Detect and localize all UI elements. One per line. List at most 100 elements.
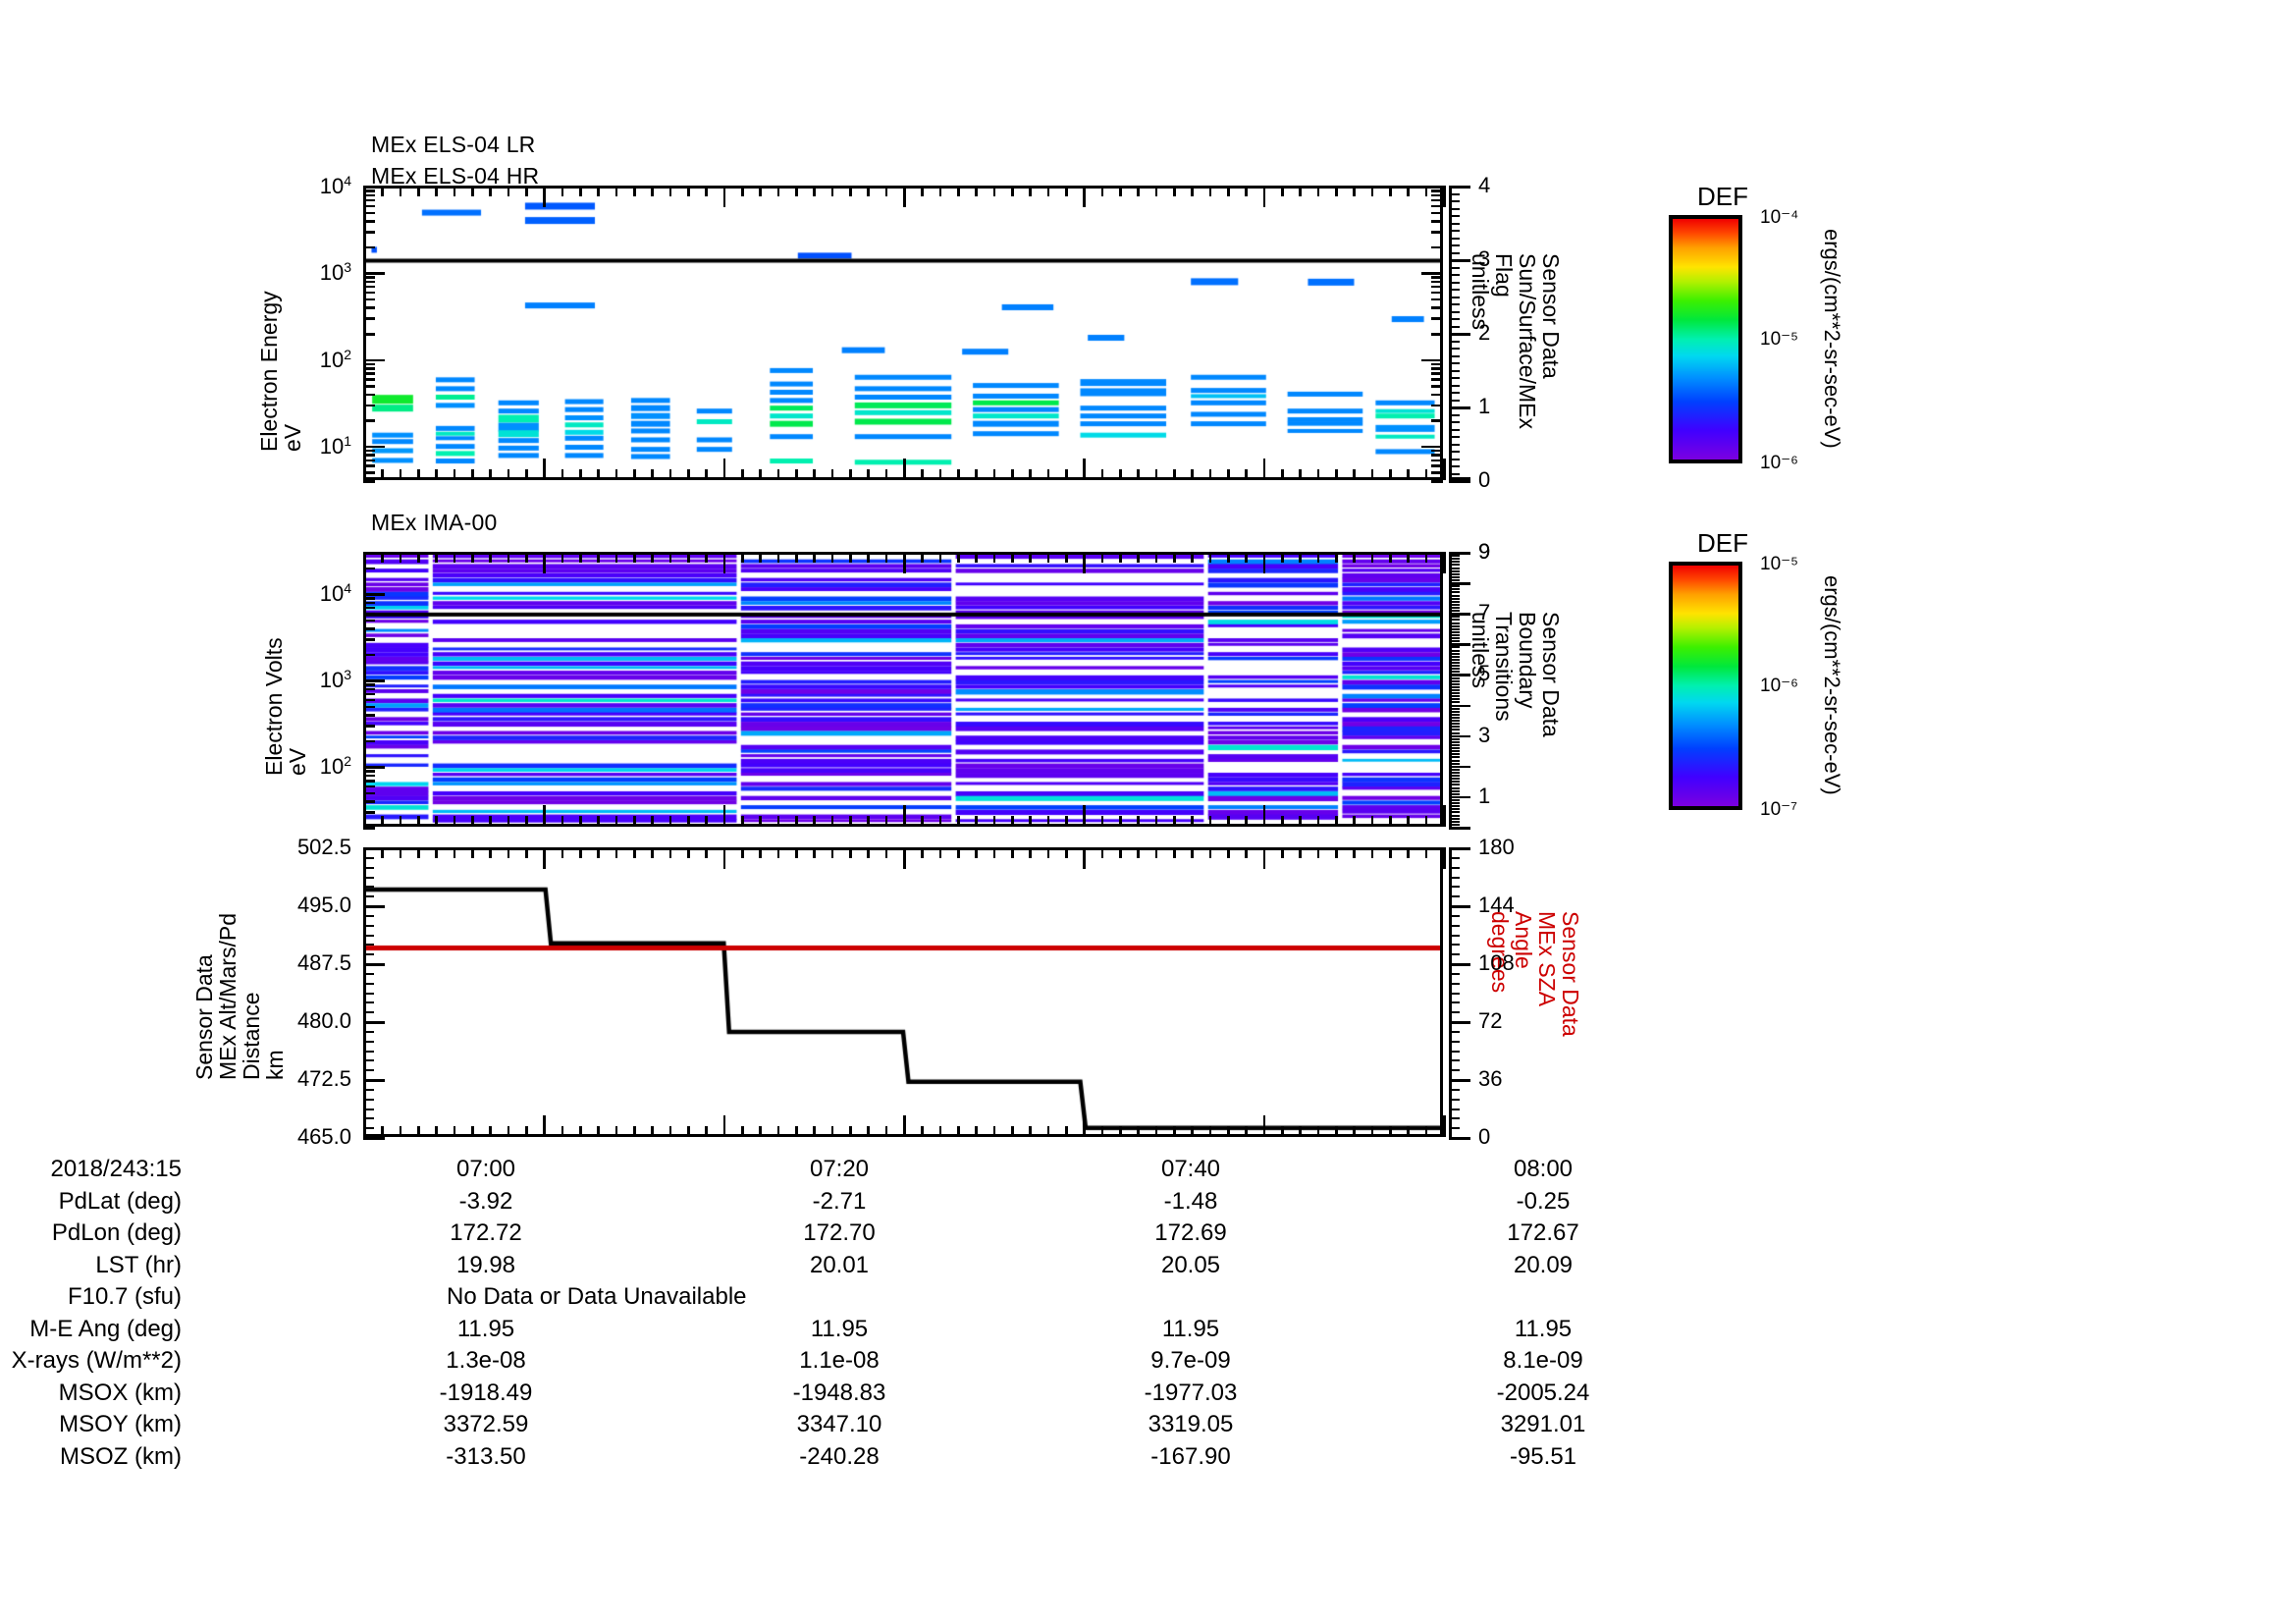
tick-mark (363, 953, 374, 956)
tick-mark (1449, 1088, 1460, 1091)
tick-mark (1449, 610, 1460, 613)
panel2-right-axis-line2: Boundary (1514, 612, 1540, 709)
tick-mark (1449, 588, 1460, 591)
tick-mark (1424, 1126, 1428, 1137)
tick-mark (363, 404, 375, 407)
colorbar1-max-label: 10⁻⁴ (1760, 207, 1799, 228)
tick-mark (1431, 204, 1443, 208)
tick-mark (1227, 816, 1230, 827)
tick-mark (1449, 1069, 1460, 1072)
tick-mark (1449, 982, 1460, 985)
tick-mark (1029, 469, 1032, 480)
table-cell: 19.98 (455, 1251, 516, 1278)
tick-mark (1449, 624, 1460, 627)
tick-mark (1100, 552, 1104, 563)
tick-mark (363, 1115, 366, 1137)
tick-mark (399, 552, 402, 563)
colorbar1-min-label: 10⁻⁶ (1760, 453, 1798, 473)
colorbar2 (1669, 562, 1742, 810)
tick-mark (1449, 707, 1460, 710)
tick-mark (525, 186, 528, 196)
tick-mark (363, 449, 375, 453)
tick-mark (795, 1126, 798, 1137)
tick-mark (614, 816, 618, 827)
tick-mark (722, 459, 726, 480)
tick-mark (884, 186, 888, 196)
tick-mark (1431, 276, 1443, 279)
tick-mark (633, 816, 636, 827)
tick-mark (1449, 775, 1460, 778)
colorbar2-unit-caption: ergs/(cm**2-sr-sec-eV) (1820, 575, 1844, 795)
panel3-rtick-180: 180 (1478, 835, 1515, 859)
tick-mark (705, 816, 708, 827)
tick-mark (1173, 469, 1176, 480)
tick-mark (1407, 469, 1410, 480)
panel-ima00-plot (363, 552, 1443, 827)
tick-mark (1449, 924, 1460, 927)
tick-mark (1449, 778, 1460, 781)
tick-mark (1431, 419, 1443, 422)
tick-mark (597, 1126, 600, 1137)
panel2-left-axis-line2: eV (285, 747, 311, 776)
tick-mark (507, 847, 510, 858)
panel1-right-axis-line1: Sensor Data (1538, 253, 1564, 379)
tick-mark (363, 317, 375, 320)
tick-mark (705, 1126, 708, 1137)
tick-mark (668, 847, 672, 858)
table-cell: -0.25 (1516, 1187, 1571, 1215)
colorbar1-gradient (1673, 219, 1738, 460)
tick-mark (453, 816, 456, 827)
table-cell: 172.67 (1507, 1219, 1579, 1246)
panel1-rtick-4: 4 (1478, 173, 1491, 197)
tick-mark (759, 469, 762, 480)
tick-mark (813, 552, 816, 563)
table-cell: 07:00 (455, 1156, 516, 1182)
tick-mark (1449, 572, 1460, 575)
tick-mark (1443, 552, 1446, 573)
tick-mark (1449, 251, 1460, 254)
tick-mark (363, 198, 375, 202)
tick-mark (1227, 552, 1230, 563)
table-cell: 07:20 (809, 1156, 870, 1182)
tick-mark (1431, 306, 1443, 309)
table-row-label: X-rays (W/m**2) (11, 1347, 182, 1374)
panel1-ytick-1e3: 103 (319, 259, 351, 286)
tick-mark (614, 469, 618, 480)
tick-mark (471, 469, 474, 480)
tick-mark (363, 1059, 374, 1062)
tick-mark (614, 847, 618, 858)
tick-mark (363, 934, 374, 937)
tick-mark (363, 780, 375, 783)
tick-mark (363, 1050, 374, 1053)
tick-mark (363, 1098, 374, 1101)
panel1-left-axis-line2: eV (280, 423, 306, 452)
tick-mark (1431, 245, 1443, 249)
tick-mark (1083, 805, 1086, 827)
tick-mark (363, 905, 385, 908)
tick-mark (830, 1126, 834, 1137)
tick-mark (381, 1126, 384, 1137)
tick-mark (1431, 464, 1443, 467)
tick-mark (1389, 552, 1392, 563)
tick-mark (363, 619, 375, 622)
tick-mark (776, 847, 780, 858)
panel3-left-axis-line4: km (262, 1050, 289, 1080)
tick-mark (884, 469, 888, 480)
table-cell: 3291.01 (1500, 1411, 1586, 1437)
tick-mark (1389, 847, 1392, 858)
tick-mark (867, 469, 870, 480)
tick-mark (1431, 189, 1443, 192)
tick-mark (903, 805, 906, 827)
tick-mark (363, 692, 375, 696)
tick-mark (1449, 477, 1470, 480)
tick-mark (1449, 750, 1460, 753)
tick-mark (1449, 820, 1460, 823)
tick-mark (938, 469, 942, 480)
tick-mark (1281, 552, 1284, 563)
tick-mark (507, 186, 510, 196)
tick-mark (363, 220, 375, 223)
tick-mark (1208, 847, 1212, 858)
tick-mark (363, 800, 375, 803)
tick-mark (363, 638, 375, 641)
tick-mark (1449, 362, 1460, 364)
